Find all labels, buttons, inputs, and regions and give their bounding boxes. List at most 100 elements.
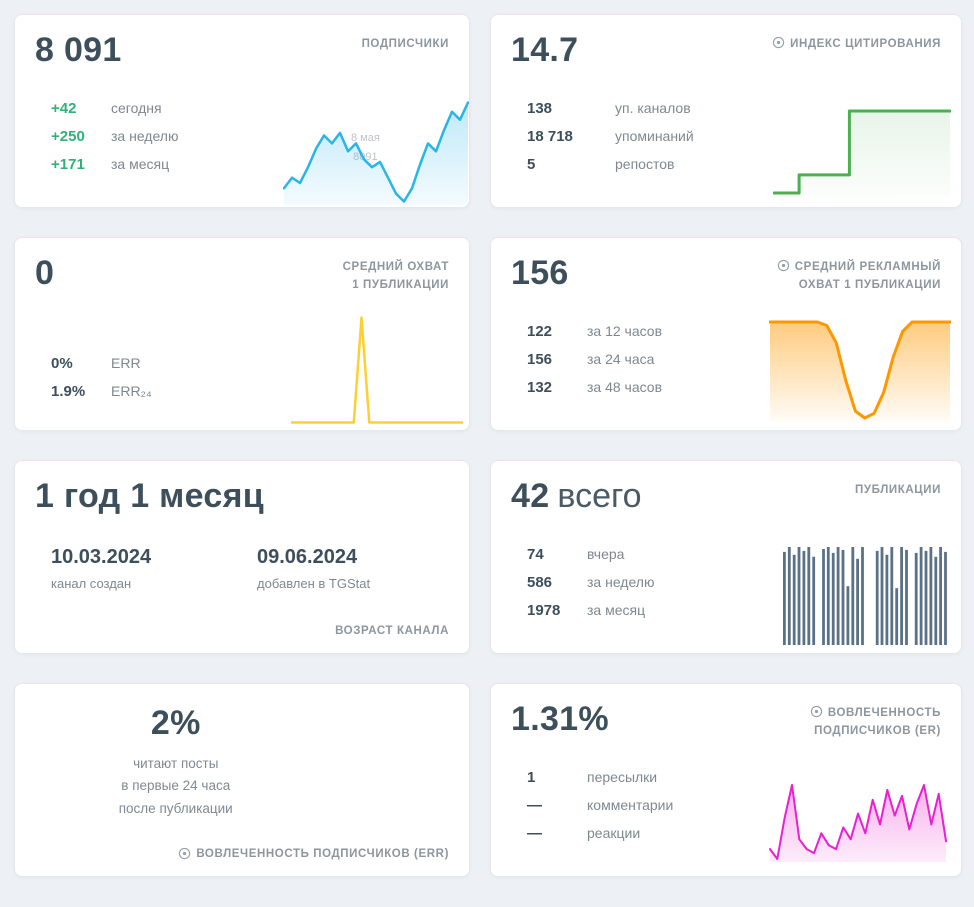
publications-card[interactable]: 42 всего ПУБЛИКАЦИИ 74 вчера 586 за недел… [490, 460, 962, 654]
publications-value: 42 всего [511, 477, 941, 516]
stat-row: 122 за 12 часов [527, 323, 941, 340]
stat-value: +250 [51, 128, 85, 146]
publications-bar-chart [783, 545, 949, 645]
stat-row: +250 за неделю [51, 128, 449, 145]
stat-row: +171 за месяц [51, 156, 449, 173]
stat-value: 586 [527, 574, 553, 592]
stat-value: 1.9% [51, 383, 86, 401]
stat-label: за неделю [587, 574, 655, 591]
ad-reach-title: СРЕДНИЙ РЕКЛАМНЫЙ ОХВАТ 1 ПУБЛИКАЦИИ [777, 258, 941, 295]
stat-label: репостов [615, 156, 675, 173]
date-label: добавлен в TGStat [257, 576, 371, 592]
publications-suffix: всего [557, 477, 642, 515]
stat-row: +42 сегодня [51, 100, 449, 117]
stat-value: 1978 [527, 602, 561, 620]
er-sparkline-chart [769, 782, 947, 862]
er-value: 1.31% [511, 700, 609, 738]
stat-value: 132 [527, 379, 553, 397]
date-value: 09.06.2024 [257, 546, 358, 569]
stat-label: реакции [587, 825, 641, 842]
stat-row: 1978 за месяц [527, 602, 941, 619]
stat-row: 138 уп. каналов [527, 100, 941, 117]
title-text: ОХВАТ 1 ПУБЛИКАЦИИ [798, 279, 941, 292]
stat-label: за 12 часов [587, 323, 663, 340]
stat-value: — [527, 825, 542, 843]
subscribers-value: 8 091 [35, 31, 122, 69]
subscribers-sparkline-chart [283, 99, 469, 205]
stat-label: комментарии [587, 797, 674, 814]
stat-value: 0% [51, 355, 73, 373]
err-description-line: в первые 24 часа [121, 778, 231, 794]
date-created-block: 10.03.2024 канал создан [51, 546, 257, 591]
subscribers-title: ПОДПИСЧИКИ [361, 38, 449, 50]
title-text: ИНДЕКС ЦИТИРОВАНИЯ [790, 38, 941, 50]
stat-label: за месяц [587, 602, 646, 619]
err-footer-label: ВОВЛЕЧЕННОСТЬ ПОДПИСЧИКОВ (ERR) [178, 847, 449, 860]
ad-reach-card[interactable]: 156 СРЕДНИЙ РЕКЛАМНЫЙ ОХВАТ 1 ПУБЛИКАЦИИ… [490, 237, 962, 431]
publications-stats: 74 вчера 586 за неделю 1978 за месяц [511, 546, 941, 619]
stat-row: 74 вчера [527, 546, 941, 563]
citation-index-title: ИНДЕКС ЦИТИРОВАНИЯ [772, 35, 941, 53]
err-value: 2% [150, 704, 201, 742]
subscribers-stats: +42 сегодня +250 за неделю +171 за месяц [35, 100, 449, 173]
info-icon[interactable] [810, 705, 823, 718]
title-text: ВОВЛЕЧЕННОСТЬ [827, 707, 941, 719]
stat-label: сегодня [111, 100, 162, 117]
stat-label: за неделю [111, 128, 179, 145]
stat-value: 156 [527, 351, 553, 369]
stat-row: 132 за 48 часов [527, 379, 941, 396]
channel-age-card[interactable]: 1 год 1 месяц 10.03.2024 канал создан 09… [14, 460, 470, 654]
stat-label: за месяц [111, 156, 170, 173]
stat-row: 5 репостов [527, 156, 941, 173]
info-icon[interactable] [777, 259, 790, 272]
err-description-line: после публикации [118, 800, 233, 816]
stat-label: за 24 часа [587, 351, 655, 368]
stat-value: +171 [51, 156, 85, 174]
citation-stats: 138 уп. каналов 18 718 упоминаний 5 репо… [511, 100, 941, 173]
citation-sparkline-chart [773, 107, 951, 197]
stat-label: пересылки [587, 769, 658, 786]
channel-age-value: 1 год 1 месяц [35, 477, 264, 515]
stat-row: — комментарии [527, 797, 941, 814]
subscribers-card[interactable]: 8 091 ПОДПИСЧИКИ +42 сегодня +250 за нед… [14, 14, 470, 208]
title-text: ПОДПИСЧИКОВ (ER) [814, 725, 941, 738]
date-value: 10.03.2024 [51, 546, 152, 569]
stat-value: 5 [527, 156, 536, 174]
er-card[interactable]: 1.31% ВОВЛЕЧЕННОСТЬ ПОДПИСЧИКОВ (ER) 1 п… [490, 683, 962, 877]
avg-reach-sparkline-chart [291, 314, 463, 426]
stat-label: ERR [111, 355, 141, 372]
title-text: СРЕДНИЙ РЕКЛАМНЫЙ [794, 261, 941, 273]
tooltip-date: 8 мая [351, 132, 380, 144]
err-center-block: 2% читают посты в первые 24 часа после п… [47, 700, 304, 820]
stat-row: 1 пересылки [527, 769, 941, 786]
ad-reach-stats: 122 за 12 часов 156 за 24 часа 132 за 48… [511, 323, 941, 396]
ad-reach-value: 156 [511, 254, 569, 292]
info-icon[interactable] [772, 36, 785, 49]
stat-value: 74 [527, 546, 544, 564]
title-text: 1 ПУБЛИКАЦИИ [352, 279, 449, 292]
stat-row: 0% ERR [51, 355, 449, 372]
info-icon[interactable] [178, 847, 191, 860]
ad-reach-sparkline-chart [769, 318, 951, 422]
stat-row: 1.9% ERR₂₄ [51, 383, 449, 400]
er-stats: 1 пересылки — комментарии — реакции [511, 769, 941, 842]
stat-value: 18 718 [527, 128, 573, 146]
citation-index-card[interactable]: 14.7 ИНДЕКС ЦИТИРОВАНИЯ 138 уп. каналов … [490, 14, 962, 208]
stat-row: 18 718 упоминаний [527, 128, 941, 145]
avg-reach-value: 0 [35, 254, 55, 292]
stat-value: +42 [51, 100, 77, 118]
channel-dates: 10.03.2024 канал создан 09.06.2024 добав… [35, 546, 449, 591]
citation-index-value: 14.7 [511, 31, 579, 69]
avg-reach-stats: 0% ERR 1.9% ERR₂₄ [35, 355, 449, 400]
stat-label: уп. каналов [615, 100, 691, 117]
avg-reach-title: СРЕДНИЙ ОХВАТ 1 ПУБЛИКАЦИИ [343, 258, 449, 295]
err-card[interactable]: 2% читают посты в первые 24 часа после п… [14, 683, 470, 877]
stat-row: 156 за 24 часа [527, 351, 941, 368]
date-label: канал создан [51, 576, 132, 592]
stat-label: ERR₂₄ [111, 383, 152, 400]
stat-label: за 48 часов [587, 379, 663, 396]
channel-age-footer-label: ВОЗРАСТ КАНАЛА [335, 625, 449, 637]
avg-reach-card[interactable]: 0 СРЕДНИЙ ОХВАТ 1 ПУБЛИКАЦИИ 0% ERR 1.9%… [14, 237, 470, 431]
